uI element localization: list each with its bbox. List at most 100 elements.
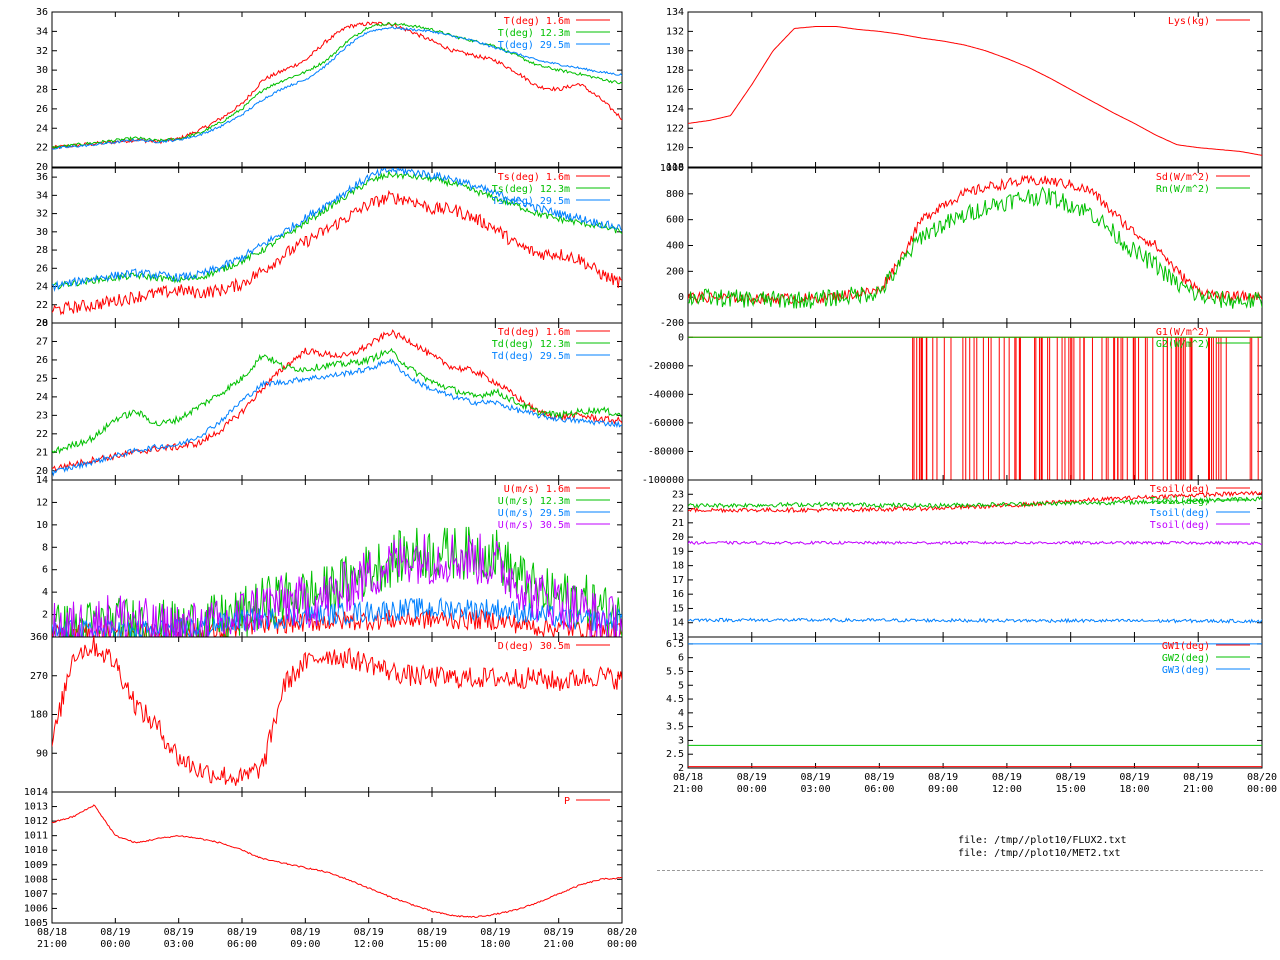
- y-tick-label: 130: [666, 46, 684, 57]
- x-tick-label-time: 00:00: [737, 784, 767, 795]
- x-tick-label-date: 08/19: [928, 772, 958, 783]
- y-tick-label: 2: [42, 610, 48, 621]
- y-tick-label: 118: [666, 162, 684, 173]
- series-line-Tsoil-3: [688, 540, 1262, 546]
- x-tick-label-date: 08/19: [992, 772, 1022, 783]
- y-tick-label: 19: [672, 546, 684, 557]
- panel-P: 1005 1006 1007 1008 1009 1010 1011 1012 1013 1014…: [24, 787, 623, 929]
- file-path-flux: file: /tmp//plot10/FLUX2.txt: [958, 835, 1127, 846]
- x-tick-label-time: 21:00: [673, 784, 703, 795]
- legend-label: GW3(deg): [1162, 665, 1210, 676]
- legend-label: GW2(deg): [1162, 653, 1210, 664]
- y-tick-label: 14: [672, 618, 684, 629]
- legend-label: Tsoil(deg): [1150, 508, 1210, 519]
- y-tick-label: 3.5: [666, 722, 684, 733]
- x-tick-label-date: 08/19: [100, 927, 130, 938]
- legend-label: Tsoil(deg): [1150, 520, 1210, 531]
- legend-label: U(m/s) 29.5m: [498, 508, 570, 519]
- y-tick-label: 134: [666, 7, 684, 18]
- plot-area: [52, 526, 622, 637]
- panel-D: 90 180 270 360 D(deg) 30.5m: [30, 632, 623, 793]
- series-line-P-0: [52, 804, 622, 918]
- series-line-Ts-0: [52, 189, 622, 316]
- x-tick-label-date: 08/19: [1056, 772, 1086, 783]
- y-tick-label: -200: [660, 318, 684, 329]
- panel-Lys: 118 120 122 124 126 128 130 132 134 Lys(kg): [666, 7, 1263, 173]
- series-line-Tsoil-2: [688, 617, 1262, 624]
- y-tick-label: 23: [36, 410, 48, 421]
- x-tick-label-time: 03:00: [801, 784, 831, 795]
- y-tick-label: 28: [36, 85, 48, 96]
- x-tick-label-date: 08/19: [480, 927, 510, 938]
- y-tick-label: 1012: [24, 816, 48, 827]
- y-tick-label: 1010: [24, 845, 48, 856]
- x-tick-label-time: 00:00: [1247, 784, 1277, 795]
- series-line-Td-0: [52, 329, 622, 472]
- x-tick-label-time: 00:00: [607, 939, 637, 950]
- plot-area: [52, 21, 622, 150]
- y-tick-label: 2.5: [666, 749, 684, 760]
- series-line-Ts-1: [52, 169, 622, 290]
- x-tick-label-time: 06:00: [227, 939, 257, 950]
- legend-label: Tsoil(deg): [1150, 496, 1210, 507]
- y-tick-label: 34: [36, 26, 48, 37]
- x-tick-label-date: 08/19: [290, 927, 320, 938]
- legend-label: Td(deg) 1.6m: [498, 327, 570, 338]
- y-tick-label: 10: [36, 520, 48, 531]
- legend-label: Rn(W/m^2): [1156, 184, 1210, 195]
- x-tick-label-time: 12:00: [354, 939, 384, 950]
- y-tick-label: -80000: [648, 446, 684, 457]
- x-tick-label-date: 08/19: [164, 927, 194, 938]
- y-tick-label: 28: [36, 318, 48, 329]
- y-tick-label: 1006: [24, 903, 48, 914]
- y-tick-label: 32: [36, 46, 48, 57]
- y-tick-label: 27: [36, 336, 48, 347]
- y-tick-label: 1008: [24, 874, 48, 885]
- y-tick-label: 18: [672, 561, 684, 572]
- y-tick-label: 1009: [24, 860, 48, 871]
- y-tick-label: 132: [666, 26, 684, 37]
- legend-label: GW1(deg): [1162, 641, 1210, 652]
- y-tick-label: 600: [666, 215, 684, 226]
- x-tick-label-date: 08/19: [737, 772, 767, 783]
- y-tick-label: 4: [678, 708, 684, 719]
- series-line-Td-1: [52, 347, 622, 455]
- x-tick-label-time: 21:00: [1183, 784, 1213, 795]
- y-tick-label: 360: [30, 632, 48, 643]
- y-tick-label: 0: [678, 292, 684, 303]
- x-tick-label-date: 08/19: [1119, 772, 1149, 783]
- x-tick-label-date: 08/19: [801, 772, 831, 783]
- y-tick-label: 28: [36, 245, 48, 256]
- y-tick-label: 36: [36, 172, 48, 183]
- y-tick-label: 400: [666, 241, 684, 252]
- legend-label: U(m/s) 30.5m: [498, 520, 570, 531]
- y-tick-label: -40000: [648, 389, 684, 400]
- legend-label: T(deg) 12.3m: [498, 28, 570, 39]
- y-tick-label: 12: [36, 497, 48, 508]
- y-tick-label: 5.5: [666, 666, 684, 677]
- y-tick-label: 4: [42, 587, 48, 598]
- series-line-Ts-2: [52, 168, 622, 292]
- y-tick-label: 20: [36, 162, 48, 173]
- legend-label: Ts(deg) 12.3m: [492, 184, 570, 195]
- legend-label: Td(deg) 12.3m: [492, 339, 570, 350]
- series-line-T-1: [52, 21, 622, 150]
- y-tick-label: 8: [42, 542, 48, 553]
- plot-area: [52, 804, 622, 918]
- x-tick-label-time: 15:00: [417, 939, 447, 950]
- legend-label: Ts(deg) 1.6m: [498, 172, 570, 183]
- series-line-T-2: [52, 26, 622, 150]
- y-tick-label: 30: [36, 65, 48, 76]
- plot-area: [688, 489, 1262, 624]
- y-tick-label: 34: [36, 190, 48, 201]
- x-tick-label-time: 18:00: [480, 939, 510, 950]
- y-tick-label: 24: [36, 123, 48, 134]
- y-tick-label: 128: [666, 65, 684, 76]
- file-path-met: file: /tmp//plot10/MET2.txt: [958, 848, 1121, 859]
- series-line-Sd-1: [688, 186, 1262, 309]
- y-tick-label: 26: [36, 355, 48, 366]
- x-tick-label-date: 08/20: [1247, 772, 1277, 783]
